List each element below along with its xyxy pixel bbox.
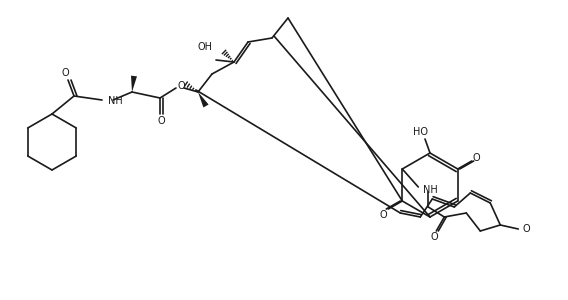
Text: O: O — [523, 224, 530, 234]
Text: OH: OH — [197, 42, 212, 52]
Text: O: O — [177, 81, 185, 91]
Polygon shape — [198, 92, 208, 107]
Text: NH: NH — [423, 185, 438, 195]
Text: O: O — [379, 210, 387, 220]
Text: O: O — [61, 68, 69, 78]
Polygon shape — [131, 76, 137, 92]
Text: NH: NH — [108, 96, 123, 106]
Text: O: O — [473, 153, 481, 163]
Text: HO: HO — [412, 127, 428, 137]
Text: O: O — [431, 232, 438, 242]
Text: O: O — [157, 116, 165, 126]
